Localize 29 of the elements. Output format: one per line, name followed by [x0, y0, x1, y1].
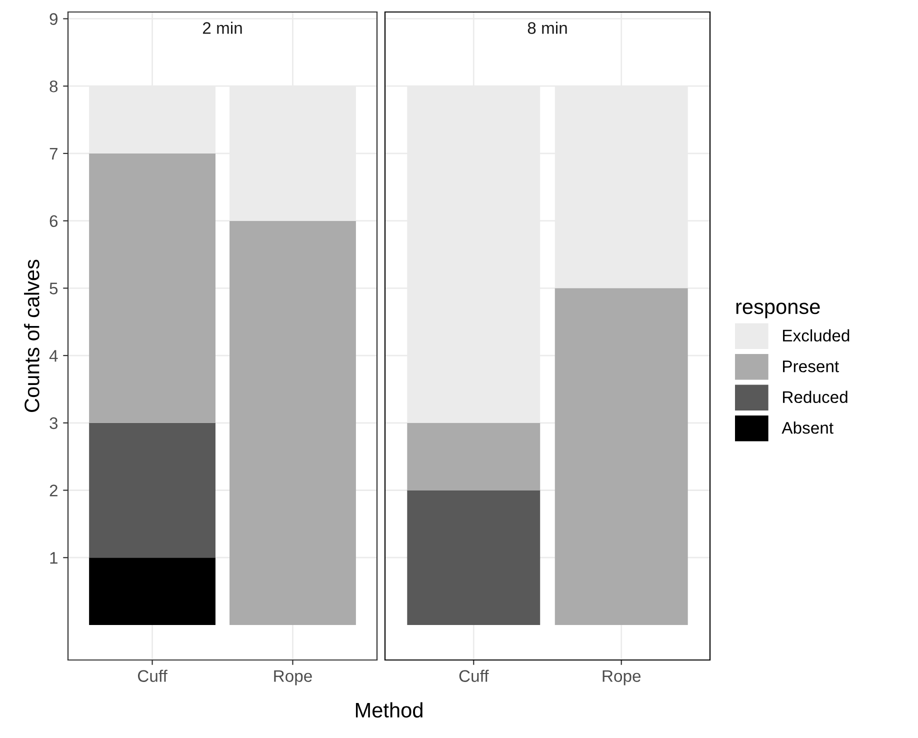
y-tick-label: 3 [50, 417, 58, 430]
bar [89, 558, 216, 625]
y-tick-label: 8 [50, 80, 58, 92]
legend-label: Present [783, 360, 839, 372]
bar [89, 422, 216, 558]
legend-label: Absent [782, 422, 834, 434]
bar [230, 220, 356, 625]
y-tick-label: 7 [50, 148, 58, 160]
x-tick-label: Cuff [459, 670, 489, 682]
bar [407, 490, 540, 625]
y-tick-label: 6 [50, 215, 58, 228]
y-tick-label: 2 [50, 484, 58, 496]
y-axis-title: Counts of calves [24, 260, 40, 412]
legend-label: Reduced [783, 390, 848, 404]
x-axis-title: Method [356, 702, 422, 718]
y-tick-label: 1 [50, 552, 58, 564]
x-tick-label: Rope [274, 670, 312, 686]
y-tick-label: 5 [50, 282, 58, 294]
chart-title: 8 min [528, 22, 567, 34]
y-tick-label: 9 [50, 13, 58, 25]
y-tick-label: 4 [49, 350, 58, 362]
legend-title: response [736, 302, 820, 318]
bar [554, 288, 688, 625]
bar [89, 153, 216, 423]
chart-title: 2 min [202, 22, 242, 34]
bar [407, 422, 540, 490]
x-tick-label: Rope [602, 670, 641, 686]
x-tick-label: Cuff [138, 670, 168, 682]
legend-label: Excluded [783, 329, 850, 342]
